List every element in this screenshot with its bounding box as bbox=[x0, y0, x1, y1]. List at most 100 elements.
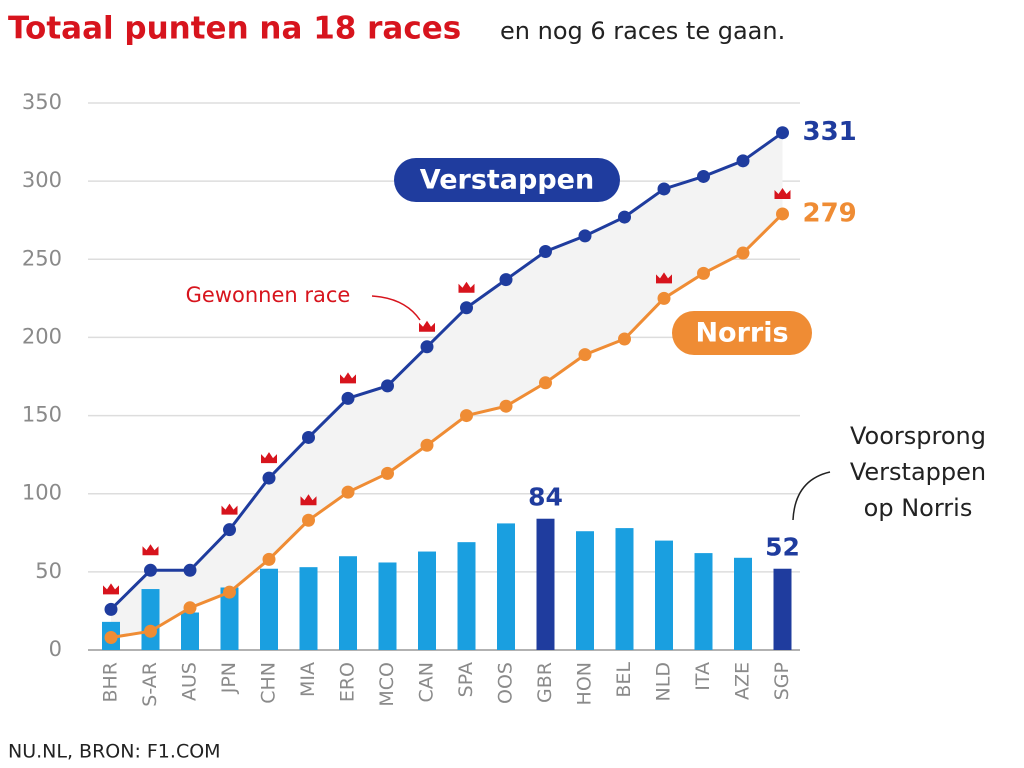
point bbox=[262, 552, 276, 566]
bar-annotation: Voorsprong bbox=[850, 422, 986, 450]
bar bbox=[181, 612, 199, 650]
y-tick-label: 100 bbox=[22, 481, 62, 505]
point bbox=[618, 210, 631, 224]
bar bbox=[378, 562, 397, 650]
bar bbox=[457, 542, 476, 650]
bar bbox=[576, 531, 594, 650]
series-badge bbox=[672, 311, 812, 355]
point bbox=[539, 376, 552, 390]
x-tick-label: JPN bbox=[218, 662, 240, 694]
bar bbox=[299, 567, 318, 650]
point bbox=[262, 471, 276, 485]
point bbox=[539, 244, 552, 258]
bar-annotation: op Norris bbox=[864, 494, 973, 522]
point bbox=[460, 409, 473, 423]
point bbox=[420, 340, 434, 354]
win-annotation: Gewonnen race bbox=[186, 283, 351, 307]
point bbox=[697, 266, 710, 280]
x-tick-label: S-AR bbox=[139, 662, 161, 707]
point bbox=[499, 399, 513, 413]
bar-value-label: 84 bbox=[528, 483, 563, 512]
point bbox=[578, 229, 592, 243]
bar-annotation: Verstappen bbox=[850, 458, 986, 486]
legend-label: Norris bbox=[695, 318, 788, 349]
point bbox=[104, 630, 118, 644]
x-tick-label: ITA bbox=[692, 662, 714, 691]
point bbox=[776, 126, 789, 140]
bar bbox=[260, 568, 278, 650]
x-tick-label: ERO bbox=[337, 662, 359, 702]
bar bbox=[694, 553, 713, 650]
point bbox=[578, 348, 592, 362]
x-tick-label: BEL bbox=[613, 662, 635, 698]
x-tick-label: AZE bbox=[732, 662, 754, 700]
point bbox=[618, 332, 631, 346]
point bbox=[223, 585, 236, 599]
point bbox=[776, 207, 789, 221]
chart-subtitle: en nog 6 races te gaan. bbox=[500, 17, 785, 45]
x-tick-label: CAN bbox=[416, 662, 438, 702]
chart-title: Totaal punten na 18 races bbox=[8, 11, 461, 47]
win-marker bbox=[300, 494, 317, 506]
win-marker bbox=[458, 281, 475, 293]
point bbox=[381, 466, 394, 480]
point bbox=[341, 391, 355, 405]
point bbox=[302, 513, 315, 527]
win-marker bbox=[656, 272, 672, 284]
y-tick-label: 300 bbox=[22, 168, 62, 192]
point bbox=[302, 430, 315, 444]
point bbox=[499, 273, 513, 287]
point bbox=[697, 169, 710, 183]
point bbox=[381, 379, 394, 393]
y-tick-label: 150 bbox=[22, 403, 62, 427]
annotation-arrow bbox=[371, 295, 421, 321]
x-tick-label: OOS bbox=[495, 662, 517, 704]
x-tick-label: GBR bbox=[534, 662, 556, 703]
bar bbox=[339, 556, 357, 650]
x-tick-label: CHN bbox=[258, 662, 280, 704]
point bbox=[420, 438, 434, 452]
x-tick-label: SPA bbox=[455, 662, 477, 697]
x-tick-label: MCO bbox=[376, 662, 398, 707]
point bbox=[223, 523, 236, 537]
y-tick-label: 250 bbox=[22, 246, 62, 270]
x-tick-label: HON bbox=[574, 662, 596, 705]
bar bbox=[615, 528, 634, 650]
bar bbox=[773, 568, 792, 650]
point bbox=[144, 563, 157, 577]
x-tick-label: MIA bbox=[297, 662, 319, 697]
y-tick-label: 50 bbox=[35, 559, 62, 583]
point bbox=[657, 291, 671, 305]
bar bbox=[536, 518, 555, 650]
legend-label: Verstappen bbox=[420, 165, 594, 196]
bar bbox=[418, 551, 436, 650]
win-marker bbox=[221, 503, 238, 515]
win-marker bbox=[103, 583, 119, 595]
win-marker bbox=[774, 187, 791, 199]
x-tick-label: AUS bbox=[179, 662, 201, 701]
line bbox=[109, 131, 784, 611]
point bbox=[104, 602, 118, 616]
end-value-label: 279 bbox=[803, 198, 857, 228]
point bbox=[183, 601, 197, 615]
win-marker bbox=[340, 372, 356, 384]
point bbox=[657, 182, 671, 196]
x-tick-label: NLD bbox=[653, 662, 675, 701]
bar bbox=[497, 523, 515, 650]
bar bbox=[734, 557, 752, 650]
y-tick-label: 350 bbox=[22, 90, 62, 114]
annotation-arrow bbox=[792, 471, 831, 521]
point bbox=[144, 624, 157, 638]
y-tick-label: 0 bbox=[49, 637, 62, 661]
win-marker bbox=[261, 452, 277, 464]
x-tick-label: SGP bbox=[771, 662, 793, 700]
point bbox=[736, 154, 750, 168]
bar bbox=[220, 587, 239, 650]
point bbox=[183, 563, 197, 577]
gap-area bbox=[111, 132, 783, 638]
source: NU.NL, BRON: F1.COM bbox=[8, 741, 221, 763]
bar bbox=[655, 540, 673, 650]
point bbox=[460, 301, 473, 315]
line bbox=[110, 212, 784, 639]
